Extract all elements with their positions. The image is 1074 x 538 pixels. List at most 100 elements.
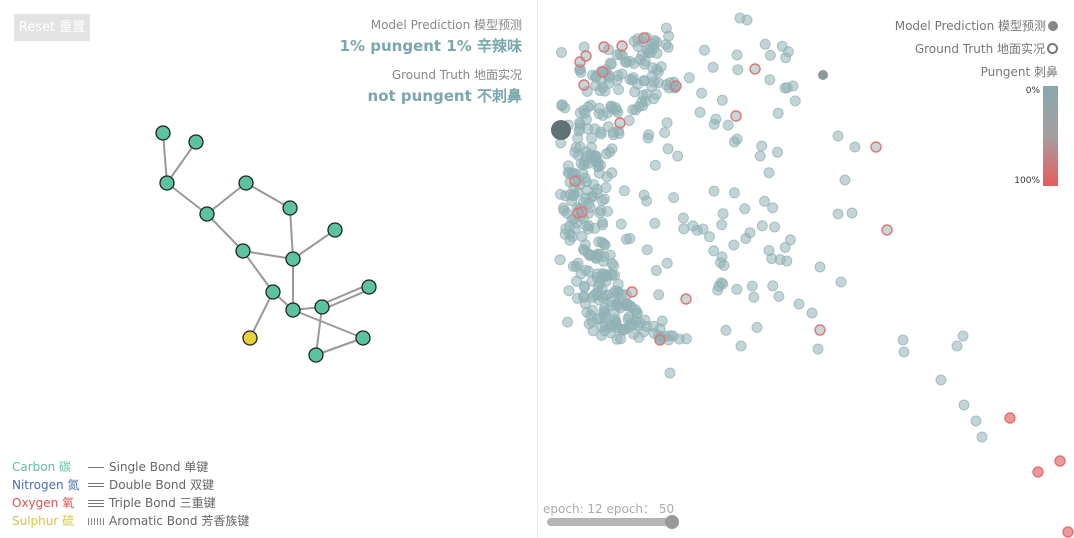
scatter-point[interactable] — [578, 159, 590, 171]
scatter-point[interactable] — [575, 268, 587, 280]
scatter-point[interactable] — [677, 212, 689, 224]
reset-button[interactable]: Reset 重置 — [14, 14, 90, 41]
scatter-point[interactable] — [641, 195, 653, 207]
scatter-point[interactable] — [616, 324, 628, 336]
scatter-point[interactable] — [832, 208, 844, 220]
scatter-point-pungent[interactable] — [1032, 466, 1044, 478]
scatter-point[interactable] — [641, 44, 653, 56]
scatter-point[interactable] — [646, 71, 658, 82]
scatter-point[interactable] — [645, 46, 657, 58]
scatter-point[interactable] — [640, 95, 652, 107]
scatter-point[interactable] — [663, 30, 675, 42]
scatter-point[interactable] — [578, 290, 590, 302]
scatter-point[interactable] — [610, 104, 622, 116]
scatter-point[interactable] — [572, 257, 584, 269]
scatter-point[interactable] — [569, 223, 581, 234]
scatter-point[interactable] — [595, 128, 607, 140]
scatter-point[interactable] — [580, 192, 592, 204]
scatter-point[interactable] — [591, 268, 603, 280]
scatter-point[interactable] — [639, 58, 650, 70]
scatter-point[interactable] — [728, 239, 740, 251]
scatter-point[interactable] — [654, 323, 666, 335]
scatter-point[interactable] — [625, 300, 637, 312]
scatter-point-pungent[interactable] — [1054, 455, 1066, 467]
molecule-graph[interactable] — [0, 0, 537, 538]
scatter-point[interactable] — [581, 85, 593, 97]
atom-carbon[interactable] — [361, 279, 377, 295]
scatter-point[interactable] — [633, 320, 645, 332]
scatter-point[interactable] — [582, 101, 594, 113]
scatter-point[interactable] — [619, 323, 631, 335]
epoch-slider[interactable] — [547, 515, 679, 529]
scatter-point[interactable] — [646, 80, 658, 92]
scatter-point[interactable] — [570, 142, 582, 153]
scatter-point[interactable] — [577, 196, 589, 208]
scatter-point[interactable] — [593, 236, 605, 248]
scatter-point[interactable] — [621, 300, 633, 312]
scatter-point[interactable] — [649, 217, 661, 229]
scatter-point[interactable] — [662, 41, 674, 53]
scatter-point[interactable] — [560, 190, 572, 202]
scatter-point-pungent[interactable] — [578, 79, 590, 91]
scatter-point-pungent[interactable] — [680, 293, 692, 305]
scatter-point[interactable] — [628, 328, 640, 340]
scatter-point[interactable] — [611, 319, 622, 330]
scatter-point[interactable] — [595, 74, 607, 86]
scatter-point[interactable] — [680, 333, 692, 345]
scatter-point[interactable] — [603, 70, 615, 81]
scatter-point[interactable] — [586, 275, 598, 287]
scatter-point[interactable] — [763, 245, 775, 256]
scatter-point[interactable] — [717, 278, 729, 290]
scatter-point[interactable] — [951, 340, 963, 352]
scatter-point[interactable] — [660, 79, 672, 91]
scatter-point[interactable] — [612, 286, 624, 298]
scatter-point[interactable] — [596, 194, 608, 206]
scatter-point[interactable] — [591, 313, 603, 325]
scatter-point[interactable] — [713, 280, 725, 292]
scatter-point[interactable] — [764, 49, 776, 61]
scatter-point-pungent[interactable] — [749, 63, 761, 75]
scatter-point[interactable] — [787, 80, 799, 92]
scatter-point[interactable] — [898, 346, 910, 358]
scatter-point[interactable] — [651, 64, 663, 75]
scatter-point[interactable] — [572, 149, 584, 161]
scatter-point[interactable] — [590, 287, 602, 299]
scatter-point[interactable] — [632, 78, 643, 90]
scatter-point[interactable] — [592, 161, 604, 173]
scatter-point[interactable] — [673, 333, 685, 345]
scatter-point[interactable] — [772, 107, 784, 119]
scatter-point[interactable] — [600, 309, 611, 321]
scatter-point[interactable] — [555, 188, 566, 200]
scatter-point[interactable] — [594, 85, 606, 97]
scatter-point[interactable] — [599, 268, 610, 280]
scatter-point[interactable] — [603, 44, 614, 56]
scatter-point[interactable] — [722, 119, 734, 131]
scatter-point[interactable] — [707, 61, 719, 73]
scatter-point[interactable] — [664, 367, 676, 379]
scatter-point[interactable] — [573, 125, 585, 137]
scatter-point[interactable] — [574, 64, 586, 76]
scatter-point[interactable] — [846, 207, 858, 219]
scatter-point-pungent[interactable] — [572, 207, 584, 219]
scatter-point[interactable] — [586, 152, 598, 164]
scatter-point[interactable] — [580, 151, 592, 163]
scatter-point[interactable] — [576, 231, 588, 242]
scatter-point[interactable] — [589, 222, 601, 234]
scatter-point[interactable] — [570, 260, 582, 272]
scatter-point[interactable] — [630, 315, 642, 327]
scatter-point[interactable] — [641, 89, 653, 100]
scatter-point[interactable] — [598, 251, 610, 262]
scatter-point[interactable] — [647, 320, 659, 332]
atom-carbon[interactable] — [285, 302, 301, 318]
scatter-point[interactable] — [624, 233, 636, 244]
scatter-point[interactable] — [606, 103, 618, 115]
scatter-point[interactable] — [620, 233, 632, 245]
atom-carbon[interactable] — [238, 175, 254, 191]
scatter-point[interactable] — [639, 75, 651, 87]
scatter-point[interactable] — [583, 265, 595, 277]
scatter-point-pungent[interactable] — [580, 50, 592, 62]
scatter-point[interactable] — [935, 374, 947, 386]
scatter-point[interactable] — [590, 71, 602, 83]
scatter-point[interactable] — [649, 159, 661, 171]
scatter-point[interactable] — [699, 44, 710, 56]
